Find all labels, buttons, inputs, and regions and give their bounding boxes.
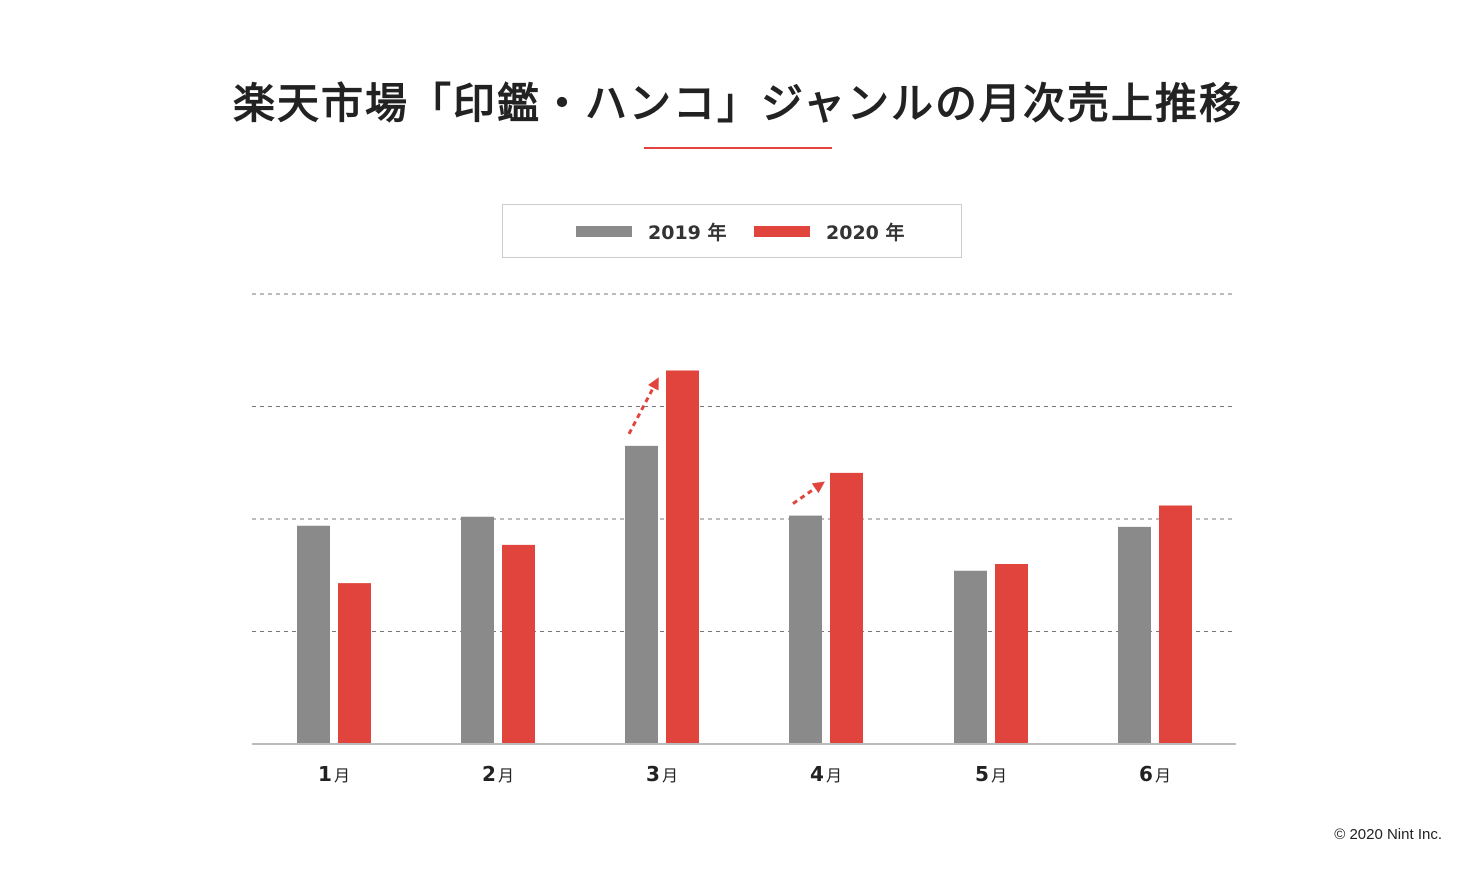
bar-2020-1-month [338,583,371,744]
bar-2019-1-month [297,525,330,744]
bar-2020-2-month [502,544,535,744]
bar-2020-5-month [995,564,1028,744]
bar-2020-6-month [1159,505,1192,744]
increase-arrow-1 [627,377,659,435]
legend-swatch-2019 [576,225,632,237]
bar-2019-4-month [789,515,822,744]
legend-swatch-2020 [754,225,810,237]
bar-2019-5-month [954,570,987,744]
legend-item-2020: 2020 年 [754,205,905,257]
bar-2020-4-month [830,472,863,744]
legend-label-2019: 2019 年 [648,221,727,244]
copyright-notice: © 2020 Nint Inc. [1334,826,1442,843]
increase-arrow-2 [792,481,825,505]
bar-2019-6-month [1118,526,1151,744]
legend-label-2020: 2020 年 [826,221,905,244]
bar-2020-3-month [666,370,699,744]
title-underline [644,147,832,149]
bar-2019-3-month [625,445,658,744]
chart-title: 楽天市場「印鑑・ハンコ」ジャンルの月次売上推移 [233,79,1243,128]
legend-item-2019: 2019 年 [576,205,727,257]
legend: 2019 年 2020 年 [502,204,962,258]
bar-2019-2-month [461,516,494,744]
